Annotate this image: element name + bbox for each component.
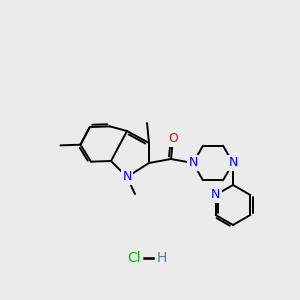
Text: N: N	[228, 157, 238, 169]
Text: O: O	[168, 133, 178, 146]
Text: Cl: Cl	[127, 251, 141, 265]
Text: H: H	[157, 251, 167, 265]
Text: N: N	[188, 157, 198, 169]
Text: N: N	[122, 170, 132, 184]
Text: N: N	[211, 188, 220, 202]
